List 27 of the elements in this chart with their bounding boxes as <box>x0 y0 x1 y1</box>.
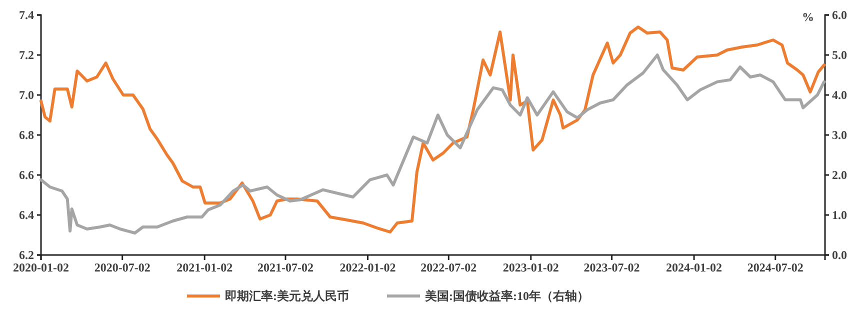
y-tick-label: 6.8 <box>19 128 34 142</box>
x-tick-label: 2020-07-02 <box>94 260 150 275</box>
y-tick-label: 6.2 <box>19 248 34 262</box>
y-tick-label: 6.4 <box>19 208 34 222</box>
y2-axis-title: % <box>802 10 814 24</box>
x-tick-label: 2024-07-02 <box>747 260 804 275</box>
legend-label: 美国:国债收益率:10年（右轴） <box>424 289 589 303</box>
x-tick-label: 2020-01-02 <box>13 260 69 275</box>
x-tick-label: 2022-01-02 <box>340 260 396 275</box>
y2-tick-label: 6.0 <box>832 8 847 22</box>
y-tick-label: 7.0 <box>19 88 34 102</box>
y2-tick-label: 0.0 <box>832 248 847 262</box>
x-tick-label: 2021-07-02 <box>257 260 314 275</box>
y-tick-label: 7.4 <box>19 8 34 22</box>
x-tick-label: 2021-01-02 <box>176 260 233 275</box>
y2-tick-label: 2.0 <box>832 168 847 182</box>
x-tick-label: 2023-07-02 <box>584 260 640 275</box>
y-tick-label: 6.6 <box>19 168 34 182</box>
y2-tick-label: 5.0 <box>832 48 847 62</box>
y2-tick-label: 4.0 <box>832 88 847 102</box>
y2-tick-label: 1.0 <box>832 208 847 222</box>
legend-label: 即期汇率:美元兑人民币 <box>225 289 349 303</box>
x-tick-label: 2024-01-02 <box>666 260 722 275</box>
y-tick-label: 7.2 <box>19 48 34 62</box>
x-tick-label: 2022-07-02 <box>420 260 477 275</box>
y2-tick-label: 3.0 <box>832 128 847 142</box>
x-tick-label: 2023-01-02 <box>502 260 559 275</box>
